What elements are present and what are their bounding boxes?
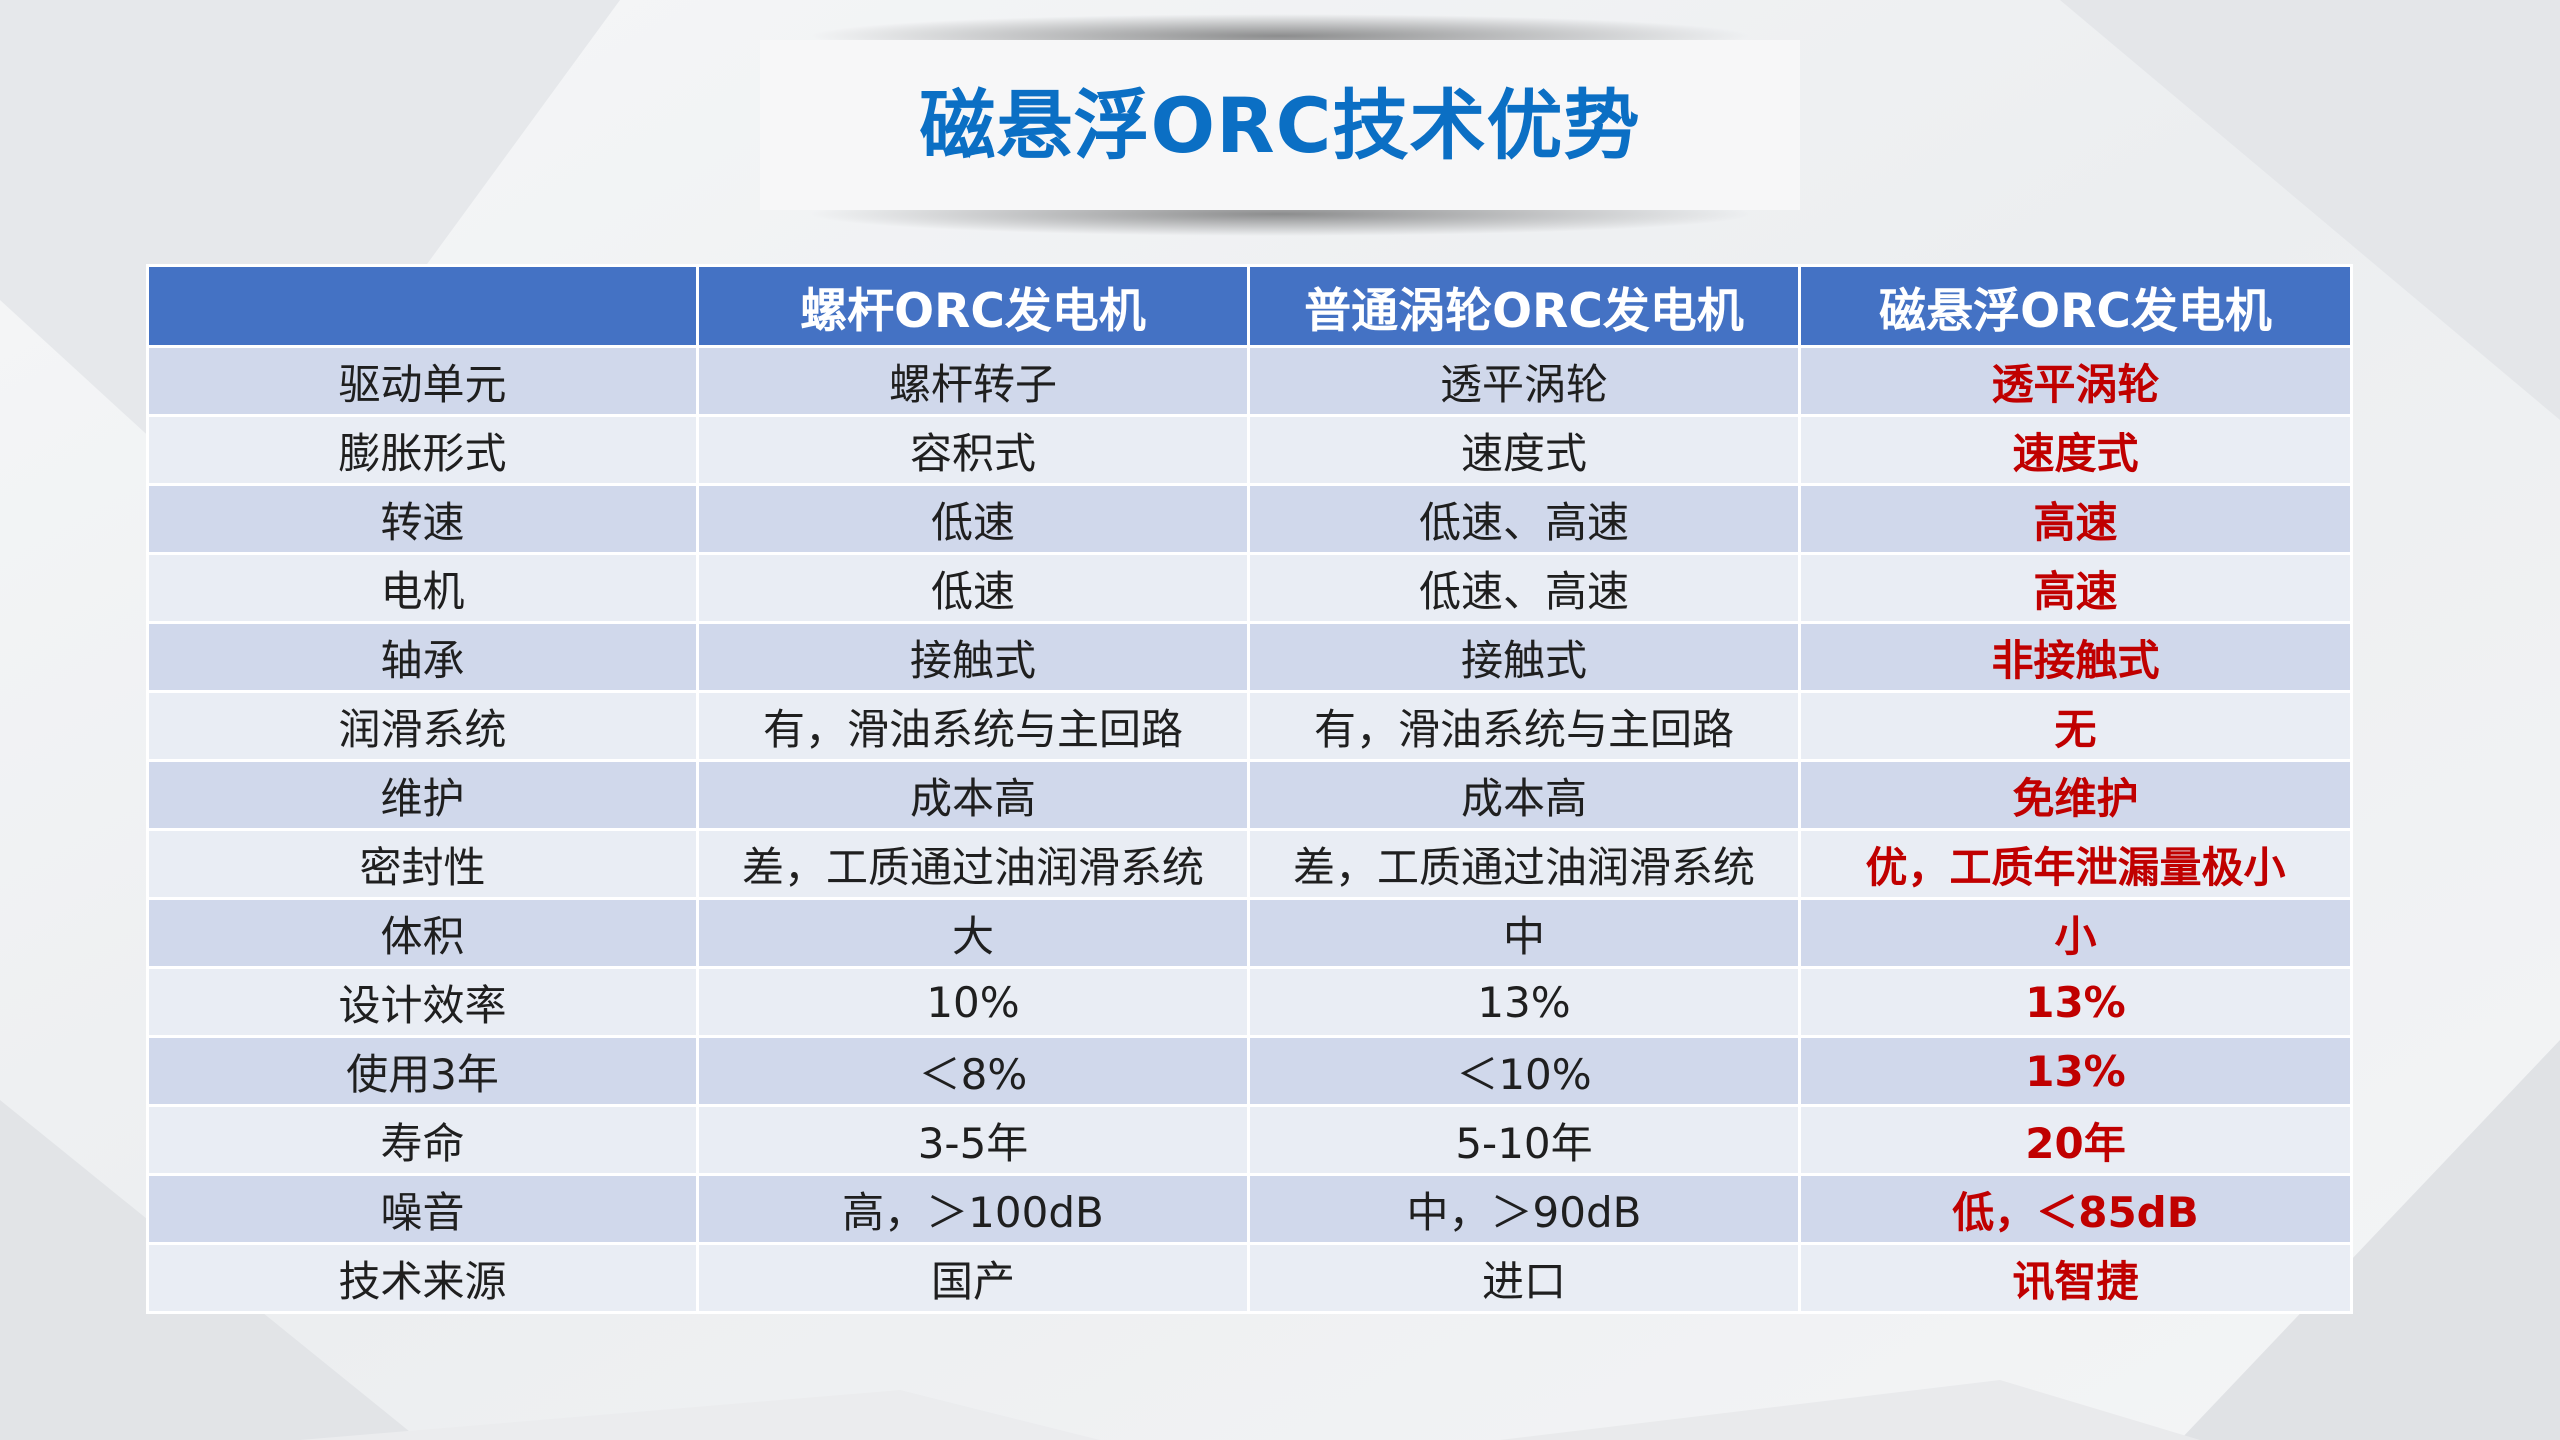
screw-value-cell: 低速 <box>696 483 1250 555</box>
turbine-value-cell: 低速、高速 <box>1247 552 1801 624</box>
screw-value-cell: 3-5年 <box>696 1104 1250 1176</box>
screw-value-cell: 有，滑油系统与主回路 <box>696 690 1250 762</box>
maglev-value-cell: 无 <box>1798 690 2353 762</box>
turbine-value-cell: 中 <box>1247 897 1801 969</box>
table-row: 驱动单元 螺杆转子 透平涡轮 透平涡轮 <box>146 345 2353 417</box>
table-row: 膨胀形式 容积式 速度式 速度式 <box>146 414 2353 486</box>
row-label-cell: 膨胀形式 <box>146 414 699 486</box>
screw-value-cell: 高，＞100dB <box>696 1173 1250 1245</box>
maglev-value-cell: 低，＜85dB <box>1798 1173 2353 1245</box>
table-row: 电机 低速 低速、高速 高速 <box>146 552 2353 624</box>
maglev-value-cell: 小 <box>1798 897 2353 969</box>
maglev-value-cell: 优，工质年泄漏量极小 <box>1798 828 2353 900</box>
screw-value-cell: 大 <box>696 897 1250 969</box>
maglev-value-cell: 非接触式 <box>1798 621 2353 693</box>
row-label-cell: 噪音 <box>146 1173 699 1245</box>
row-label-cell: 轴承 <box>146 621 699 693</box>
table-header-row: 螺杆ORC发电机 普通涡轮ORC发电机 磁悬浮ORC发电机 <box>146 264 2353 348</box>
turbine-value-cell: 接触式 <box>1247 621 1801 693</box>
header-cell-screw: 螺杆ORC发电机 <box>696 264 1250 348</box>
turbine-value-cell: 成本高 <box>1247 759 1801 831</box>
turbine-value-cell: 有，滑油系统与主回路 <box>1247 690 1801 762</box>
screw-value-cell: 国产 <box>696 1242 1250 1314</box>
table-row: 设计效率 10% 13% 13% <box>146 966 2353 1038</box>
title-band: 磁悬浮ORC技术优势 <box>0 0 2560 260</box>
screw-value-cell: 容积式 <box>696 414 1250 486</box>
page-title: 磁悬浮ORC技术优势 <box>919 81 1641 170</box>
turbine-value-cell: 透平涡轮 <box>1247 345 1801 417</box>
maglev-value-cell: 高速 <box>1798 483 2353 555</box>
table-row: 转速 低速 低速、高速 高速 <box>146 483 2353 555</box>
maglev-value-cell: 13% <box>1798 1035 2353 1107</box>
comparison-table-container: 螺杆ORC发电机 普通涡轮ORC发电机 磁悬浮ORC发电机 驱动单元 螺杆转子 … <box>146 264 2353 1364</box>
maglev-value-cell: 透平涡轮 <box>1798 345 2353 417</box>
table-row: 密封性 差，工质通过油润滑系统 差，工质通过油润滑系统 优，工质年泄漏量极小 <box>146 828 2353 900</box>
row-label-cell: 使用3年 <box>146 1035 699 1107</box>
turbine-value-cell: ＜10% <box>1247 1035 1801 1107</box>
turbine-value-cell: 进口 <box>1247 1242 1801 1314</box>
row-label-cell: 体积 <box>146 897 699 969</box>
screw-value-cell: 10% <box>696 966 1250 1038</box>
table-row: 噪音 高，＞100dB 中，＞90dB 低，＜85dB <box>146 1173 2353 1245</box>
maglev-value-cell: 高速 <box>1798 552 2353 624</box>
row-label-cell: 电机 <box>146 552 699 624</box>
row-label-cell: 寿命 <box>146 1104 699 1176</box>
table-row: 维护 成本高 成本高 免维护 <box>146 759 2353 831</box>
turbine-value-cell: 速度式 <box>1247 414 1801 486</box>
screw-value-cell: 接触式 <box>696 621 1250 693</box>
table-row: 体积 大 中 小 <box>146 897 2353 969</box>
comparison-table: 螺杆ORC发电机 普通涡轮ORC发电机 磁悬浮ORC发电机 驱动单元 螺杆转子 … <box>146 264 2353 1314</box>
turbine-value-cell: 低速、高速 <box>1247 483 1801 555</box>
screw-value-cell: 低速 <box>696 552 1250 624</box>
maglev-value-cell: 讯智捷 <box>1798 1242 2353 1314</box>
turbine-value-cell: 中，＞90dB <box>1247 1173 1801 1245</box>
screw-value-cell: 螺杆转子 <box>696 345 1250 417</box>
screw-value-cell: ＜8% <box>696 1035 1250 1107</box>
turbine-value-cell: 13% <box>1247 966 1801 1038</box>
row-label-cell: 技术来源 <box>146 1242 699 1314</box>
header-cell-maglev: 磁悬浮ORC发电机 <box>1798 264 2353 348</box>
screw-value-cell: 差，工质通过油润滑系统 <box>696 828 1250 900</box>
row-label-cell: 驱动单元 <box>146 345 699 417</box>
maglev-value-cell: 20年 <box>1798 1104 2353 1176</box>
table-row: 技术来源 国产 进口 讯智捷 <box>146 1242 2353 1314</box>
row-label-cell: 润滑系统 <box>146 690 699 762</box>
header-cell-turbine: 普通涡轮ORC发电机 <box>1247 264 1801 348</box>
screw-value-cell: 成本高 <box>696 759 1250 831</box>
table-row: 轴承 接触式 接触式 非接触式 <box>146 621 2353 693</box>
turbine-value-cell: 差，工质通过油润滑系统 <box>1247 828 1801 900</box>
table-row: 寿命 3-5年 5-10年 20年 <box>146 1104 2353 1176</box>
row-label-cell: 转速 <box>146 483 699 555</box>
header-cell-corner <box>146 264 699 348</box>
maglev-value-cell: 13% <box>1798 966 2353 1038</box>
row-label-cell: 维护 <box>146 759 699 831</box>
row-label-cell: 设计效率 <box>146 966 699 1038</box>
maglev-value-cell: 速度式 <box>1798 414 2353 486</box>
maglev-value-cell: 免维护 <box>1798 759 2353 831</box>
table-row: 润滑系统 有，滑油系统与主回路 有，滑油系统与主回路 无 <box>146 690 2353 762</box>
row-label-cell: 密封性 <box>146 828 699 900</box>
table-row: 使用3年 ＜8% ＜10% 13% <box>146 1035 2353 1107</box>
turbine-value-cell: 5-10年 <box>1247 1104 1801 1176</box>
